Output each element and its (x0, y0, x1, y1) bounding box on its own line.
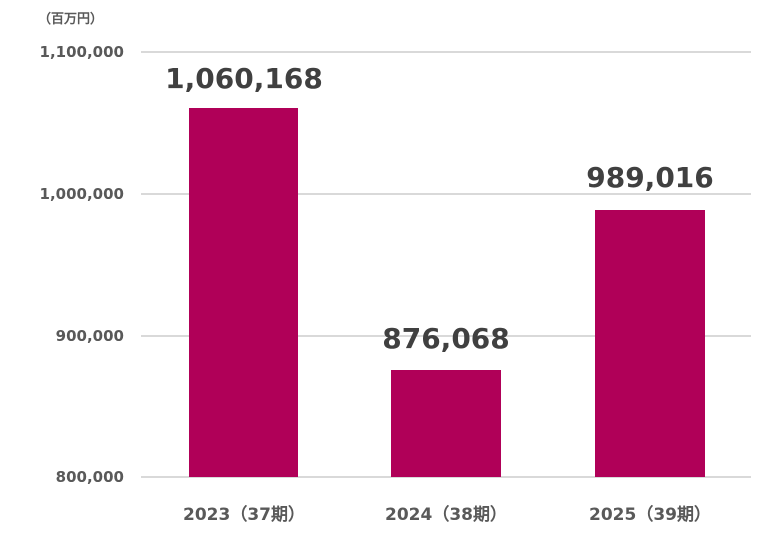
bar-2023 (189, 108, 298, 477)
gridline-900000 (141, 335, 751, 337)
x-category-label: 2023（37期） (183, 505, 305, 525)
gridline-800000 (141, 476, 751, 478)
y-tick-label: 800,000 (55, 468, 124, 486)
x-category-label: 2024（38期） (385, 505, 507, 525)
value-label-2024: 876,068 (382, 322, 510, 355)
value-label-2025: 989,016 (586, 161, 714, 194)
x-category-label: 2025（39期） (589, 505, 711, 525)
bar-2024 (391, 370, 501, 477)
y-tick-label: 1,000,000 (39, 185, 124, 203)
y-tick-label: 1,100,000 (39, 43, 124, 61)
bar-2025 (595, 210, 705, 477)
value-label-2023: 1,060,168 (165, 62, 323, 95)
y-tick-label: 900,000 (55, 327, 124, 345)
unit-label: （百万円） (38, 12, 104, 27)
gridline-1000000 (141, 193, 751, 195)
gridline-1100000 (141, 51, 751, 53)
